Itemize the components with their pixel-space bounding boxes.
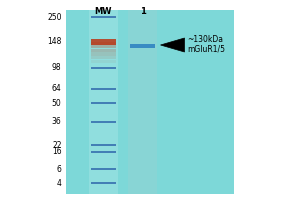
Bar [91, 102, 116, 104]
Text: MW: MW [95, 7, 112, 16]
Bar [130, 44, 155, 48]
Polygon shape [160, 38, 184, 52]
Bar [91, 56, 116, 59]
Bar [91, 182, 116, 184]
Text: 50: 50 [52, 98, 62, 108]
Text: 22: 22 [52, 140, 62, 149]
Bar [91, 60, 116, 63]
Bar [91, 42, 116, 45]
Bar [91, 67, 116, 69]
Bar [91, 121, 116, 123]
Bar [128, 10, 157, 194]
Bar [91, 45, 116, 48]
Text: 1: 1 [140, 7, 146, 16]
Text: 36: 36 [52, 117, 62, 127]
Text: mGluR1/5: mGluR1/5 [188, 45, 226, 53]
Text: 250: 250 [47, 12, 62, 21]
Text: 148: 148 [47, 38, 62, 46]
Bar [91, 88, 116, 90]
Bar [66, 10, 234, 194]
Bar [91, 52, 116, 56]
Bar [89, 10, 118, 194]
Text: 16: 16 [52, 148, 62, 156]
Text: 64: 64 [52, 84, 62, 93]
Bar [91, 39, 116, 45]
Text: ~130kDa: ~130kDa [188, 36, 224, 45]
Bar [91, 49, 116, 52]
Bar [91, 16, 116, 18]
Bar [91, 144, 116, 146]
Text: 6: 6 [57, 164, 62, 173]
Bar [91, 168, 116, 170]
Text: 98: 98 [52, 64, 62, 72]
Text: 4: 4 [57, 178, 62, 188]
Bar [91, 151, 116, 153]
